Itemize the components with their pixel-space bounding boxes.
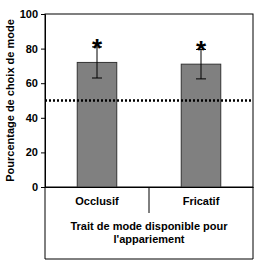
y-tick-label: 60: [26, 77, 38, 89]
plot-area: [45, 47, 253, 187]
y-tick-mark: [41, 49, 45, 50]
chart: 0 20 40 60 80 100 Occlusif Fricatif * * Pourcentag…: [0, 0, 263, 276]
bar: [181, 64, 221, 187]
y-tick-mark: [41, 118, 45, 119]
plot-frame: [45, 14, 253, 187]
x-tick: Occlusif: [75, 187, 119, 207]
y-tick-mark: [41, 152, 45, 153]
box-line: [253, 187, 254, 259]
error-cap: [196, 78, 206, 79]
y-tick: 20: [26, 146, 45, 158]
y-axis: 0 20 40 60 80 100: [20, 8, 46, 193]
y-tick: 0: [32, 181, 45, 193]
y-tick-mark: [41, 83, 45, 84]
y-tick-label: 100: [20, 8, 38, 20]
box-line: [45, 187, 46, 259]
x-tick-label: Occlusif: [75, 195, 119, 207]
category-separator: [149, 187, 150, 213]
y-axis-title: Pourcentage de choix de mode: [4, 19, 16, 182]
x-axis: Occlusif Fricatif: [46, 187, 254, 207]
box-line: [45, 259, 253, 260]
y-tick-label: 80: [26, 43, 38, 55]
y-tick-label: 20: [26, 146, 38, 158]
x-tick: Fricatif: [183, 187, 220, 207]
reference-line: [45, 99, 253, 102]
y-tick-mark: [41, 187, 45, 188]
y-tick-label: 40: [26, 112, 38, 124]
y-tick: 60: [26, 77, 45, 89]
x-axis-line: [46, 187, 254, 188]
bar: [77, 62, 117, 187]
annotation: *: [92, 33, 103, 63]
x-axis-title: Trait de mode disponible pourl'apparieme…: [70, 220, 228, 245]
y-tick-label: 0: [32, 181, 38, 193]
y-tick: 80: [26, 43, 45, 55]
category-box: [45, 187, 253, 259]
y-tick-mark: [41, 14, 45, 15]
x-tick-label: Fricatif: [183, 195, 220, 207]
annotation: *: [196, 35, 207, 65]
error-cap: [92, 78, 102, 79]
y-tick: 40: [26, 112, 45, 124]
y-tick: 100: [20, 8, 45, 20]
